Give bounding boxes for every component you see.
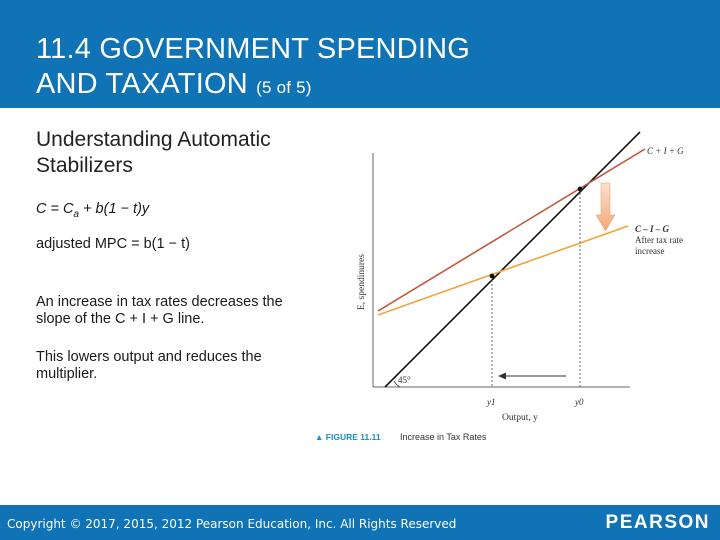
label-after-tax-note-2: increase [635,246,664,256]
x-axis-label: Output, y [502,413,538,423]
label-cig-after-tax: C – I – G [635,224,670,234]
tick-y0: y0 [574,397,584,407]
formula-consumption: C = Ca + b(1 − t)y [36,201,149,223]
label-after-tax-note-1: After tax rate [635,235,683,245]
title-line-1: 11.4 GOVERNMENT SPENDING [36,33,470,65]
tick-y1: y1 [486,397,496,407]
line-cig-original [377,148,646,312]
footer-bar: Copyright © 2017, 2015, 2012 Pearson Edu… [0,505,720,540]
title-line-2-text: AND TAXATION [36,68,248,100]
slide-title: 11.4 GOVERNMENT SPENDING AND TAXATION (5… [36,32,470,105]
title-line-2: AND TAXATION (5 of 5) [36,67,470,105]
pearson-logo: PEARSON [605,512,710,533]
figure-caption-text: Increase in Tax Rates [400,432,487,442]
formula-consumption-sub: a [73,208,80,220]
figure-caption-label: ▲ FIGURE 11.11 [315,432,381,442]
equilibrium-point-original [577,186,583,192]
output-decline-arrowhead [498,372,506,380]
title-bar: 11.4 GOVERNMENT SPENDING AND TAXATION (5… [0,0,720,108]
angle-label: 45° [398,375,411,385]
figure-svg: 45° y1 y0 Output, y E, spendinures C + I… [315,131,684,442]
shift-down-arrow [595,182,616,232]
label-cig-original: C + I + G [647,146,684,156]
formula-consumption-suffix: + b(1 − t)y [83,201,150,217]
section-heading: Understanding Automatic Stabilizers [36,128,271,177]
angle-arc [393,380,401,388]
formula-adjusted-mpc: adjusted MPC = b(1 − t) [36,236,190,252]
y-axis-label: E, spendinures [357,254,367,310]
forty-five-degree-line [384,131,641,388]
paragraph-multiplier: This lowers output and reduces the multi… [36,349,262,382]
title-part-indicator: (5 of 5) [256,78,312,97]
line-cig-after-tax [377,225,629,316]
paragraph-slope: An increase in tax rates decreases the s… [36,294,283,327]
equilibrium-point-new [489,273,495,279]
formula-consumption-prefix: C = C [36,201,74,217]
copyright-notice: Copyright © 2017, 2015, 2012 Pearson Edu… [7,517,457,531]
figure-tax-rate-increase: 45° y1 y0 Output, y E, spendinures C + I… [310,125,715,455]
